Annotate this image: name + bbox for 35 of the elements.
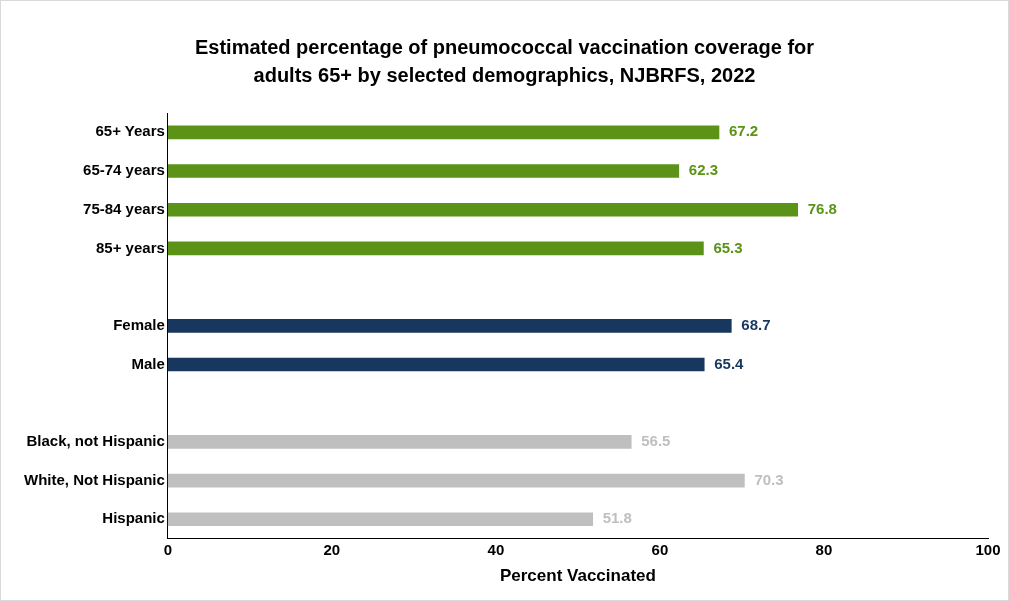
data-label: 62.3: [688, 161, 718, 179]
bar: [167, 164, 680, 178]
bar: [167, 202, 799, 217]
y-tick-label: Male: [131, 354, 165, 372]
y-tick-label: Hispanic: [102, 509, 165, 527]
data-label: 51.8: [602, 509, 632, 527]
data-label: 68.7: [741, 315, 771, 333]
y-tick-label: 85+ years: [96, 238, 165, 256]
y-tick-label: Female: [113, 315, 165, 333]
x-tick-label: 20: [323, 540, 341, 558]
bar: [167, 512, 594, 527]
bar: [167, 318, 732, 333]
bar: [167, 435, 632, 449]
data-label: 65.3: [713, 238, 743, 256]
data-label: 65.4: [714, 354, 745, 372]
data-label: 76.8: [807, 199, 837, 217]
bar: [167, 473, 745, 488]
x-axis-title: Percent Vaccinated: [499, 566, 656, 586]
x-tick-label: 80: [815, 540, 833, 558]
y-tick-label: 75-84 years: [83, 199, 165, 217]
x-tick-label: 0: [163, 540, 173, 558]
y-tick-label: 65-74 years: [83, 161, 165, 179]
data-label: 56.5: [641, 432, 671, 450]
chart-title: Estimated percentage of pneumococcal vaccination coverage for adults 65+ by selected demographics, NJBRFS, 2022: [193, 35, 816, 88]
x-tick-label: 100: [975, 540, 1001, 558]
data-label: 70.3: [754, 470, 784, 488]
y-tick-label: White, Not Hispanic: [23, 470, 165, 488]
bar: [167, 357, 705, 372]
y-tick-label: 65+ Years: [95, 122, 165, 140]
x-tick-label: 40: [487, 540, 505, 558]
y-tick-label: Black, not Hispanic: [26, 432, 165, 450]
bar: [167, 241, 704, 256]
x-tick-label: 60: [651, 540, 669, 558]
bar: [167, 125, 720, 140]
data-label: 67.2: [728, 122, 759, 140]
